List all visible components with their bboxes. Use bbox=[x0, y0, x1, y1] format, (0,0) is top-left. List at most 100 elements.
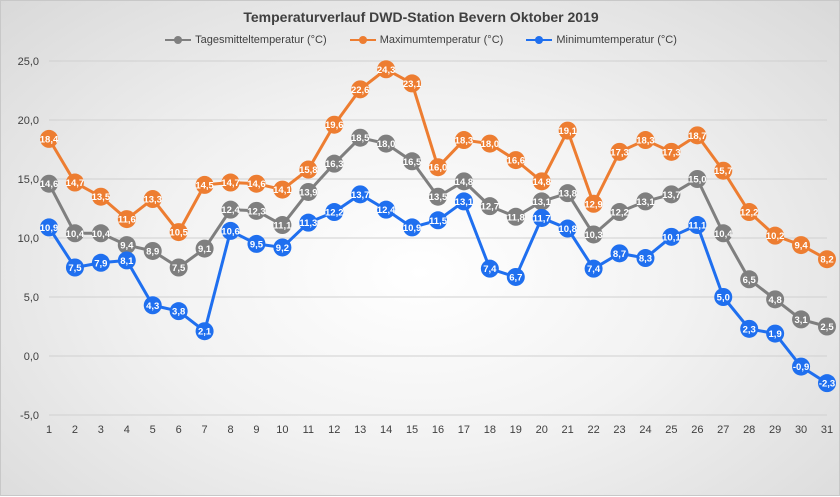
data-label-mean: 13,8 bbox=[558, 189, 577, 200]
data-point-max bbox=[377, 60, 396, 79]
data-label-min: 3,8 bbox=[172, 307, 185, 318]
data-label-mean: 12,7 bbox=[481, 202, 500, 213]
data-point-mean bbox=[65, 224, 84, 243]
y-tick-label: 15,0 bbox=[18, 174, 39, 186]
data-point-mean bbox=[247, 201, 266, 220]
data-label-max: 11,6 bbox=[118, 215, 136, 226]
data-label-min: 11,7 bbox=[533, 213, 551, 224]
data-point-max bbox=[688, 126, 707, 145]
data-label-min: 7,4 bbox=[587, 264, 601, 275]
legend-swatch-max bbox=[349, 35, 376, 45]
data-label-min: 2,1 bbox=[198, 327, 212, 338]
data-point-min bbox=[117, 251, 136, 270]
x-tick-label: 31 bbox=[821, 424, 833, 436]
data-point-max bbox=[143, 190, 162, 209]
data-label-mean: 3,1 bbox=[794, 315, 808, 326]
x-tick-label: 8 bbox=[227, 424, 233, 436]
x-tick-label: 16 bbox=[432, 424, 444, 436]
data-label-mean: 9,1 bbox=[198, 244, 212, 255]
data-point-max bbox=[480, 134, 499, 153]
y-tick-label: 20,0 bbox=[18, 115, 39, 127]
data-point-mean bbox=[143, 241, 162, 260]
data-label-max: 14,1 bbox=[273, 185, 292, 196]
data-label-max: 14,7 bbox=[221, 178, 240, 189]
y-tick-label: 5,0 bbox=[24, 292, 39, 304]
data-label-mean: 10,4 bbox=[92, 229, 111, 240]
data-point-mean bbox=[117, 236, 136, 255]
data-point-mean bbox=[351, 128, 370, 147]
data-point-min bbox=[454, 192, 473, 211]
legend-entry-min: Minimumtemperatur (°C) bbox=[526, 34, 677, 46]
data-label-mean: 13,1 bbox=[636, 197, 655, 208]
y-tick-label: -5,0 bbox=[20, 410, 39, 422]
data-point-mean bbox=[610, 203, 629, 222]
data-label-mean: 6,5 bbox=[743, 275, 757, 286]
data-point-mean bbox=[688, 170, 707, 188]
y-tick-label: 0,0 bbox=[24, 351, 39, 363]
data-label-min: 8,1 bbox=[120, 256, 134, 267]
data-point-min bbox=[714, 288, 733, 306]
data-label-max: 18,0 bbox=[481, 139, 500, 150]
x-tick-label: 23 bbox=[613, 424, 625, 436]
data-label-mean: 7,5 bbox=[172, 263, 186, 274]
data-label-min: 7,5 bbox=[68, 263, 82, 274]
data-label-min: 9,2 bbox=[276, 243, 289, 254]
data-point-mean bbox=[40, 174, 58, 193]
data-point-max bbox=[818, 250, 836, 269]
data-point-max bbox=[584, 194, 603, 213]
data-label-min: 10,1 bbox=[662, 232, 681, 243]
data-point-min bbox=[169, 302, 188, 321]
x-tick-label: 13 bbox=[354, 424, 366, 436]
legend: Tagesmitteltemperatur (°C) Maximumtemper… bbox=[1, 34, 840, 48]
data-label-mean: 18,5 bbox=[351, 133, 370, 144]
data-label-min: 12,4 bbox=[377, 205, 396, 216]
data-point-mean bbox=[636, 192, 655, 211]
data-point-min bbox=[766, 324, 785, 343]
data-label-max: 14,7 bbox=[66, 178, 85, 189]
data-point-min bbox=[610, 244, 629, 263]
data-label-min: 7,4 bbox=[483, 264, 497, 275]
data-label-mean: 16,3 bbox=[325, 159, 344, 170]
data-point-mean bbox=[506, 207, 525, 226]
data-point-mean bbox=[91, 224, 110, 243]
data-point-min bbox=[584, 259, 603, 278]
data-point-min bbox=[273, 238, 292, 257]
x-tick-label: 3 bbox=[98, 424, 104, 436]
data-point-mean bbox=[740, 270, 759, 289]
data-point-min bbox=[662, 227, 681, 246]
data-label-max: 9,4 bbox=[794, 241, 808, 252]
data-point-min bbox=[532, 208, 551, 227]
data-point-max bbox=[247, 174, 266, 193]
data-label-max: 18,4 bbox=[40, 134, 59, 145]
data-label-max: 14,5 bbox=[195, 180, 214, 191]
data-label-mean: 12,3 bbox=[247, 206, 266, 217]
data-point-min bbox=[91, 253, 110, 272]
data-point-max bbox=[636, 131, 655, 150]
data-point-mean bbox=[532, 192, 551, 211]
y-tick-label: 10,0 bbox=[18, 233, 39, 245]
data-point-max bbox=[65, 173, 84, 192]
data-label-min: 7,9 bbox=[94, 258, 107, 269]
data-point-max bbox=[273, 180, 292, 199]
data-label-max: 12,2 bbox=[740, 208, 759, 219]
data-point-max bbox=[766, 226, 785, 245]
data-point-min bbox=[506, 267, 525, 286]
data-label-max: 13,5 bbox=[92, 192, 111, 203]
data-point-max bbox=[195, 175, 214, 194]
data-point-max bbox=[325, 115, 344, 134]
data-label-min: 11,3 bbox=[299, 218, 317, 229]
data-label-min: 10,6 bbox=[221, 226, 240, 237]
data-label-min: 11,5 bbox=[429, 216, 448, 227]
data-point-mean bbox=[221, 200, 240, 219]
data-point-min bbox=[40, 218, 58, 237]
x-tick-label: 10 bbox=[276, 424, 288, 436]
data-point-min bbox=[429, 211, 447, 230]
data-label-max: 16,0 bbox=[429, 163, 448, 174]
data-label-mean: 13,5 bbox=[429, 192, 448, 203]
data-point-max bbox=[714, 161, 733, 180]
data-point-mean bbox=[584, 225, 603, 244]
data-point-mean bbox=[454, 172, 473, 191]
data-point-max bbox=[558, 121, 577, 140]
data-point-max bbox=[454, 131, 473, 150]
